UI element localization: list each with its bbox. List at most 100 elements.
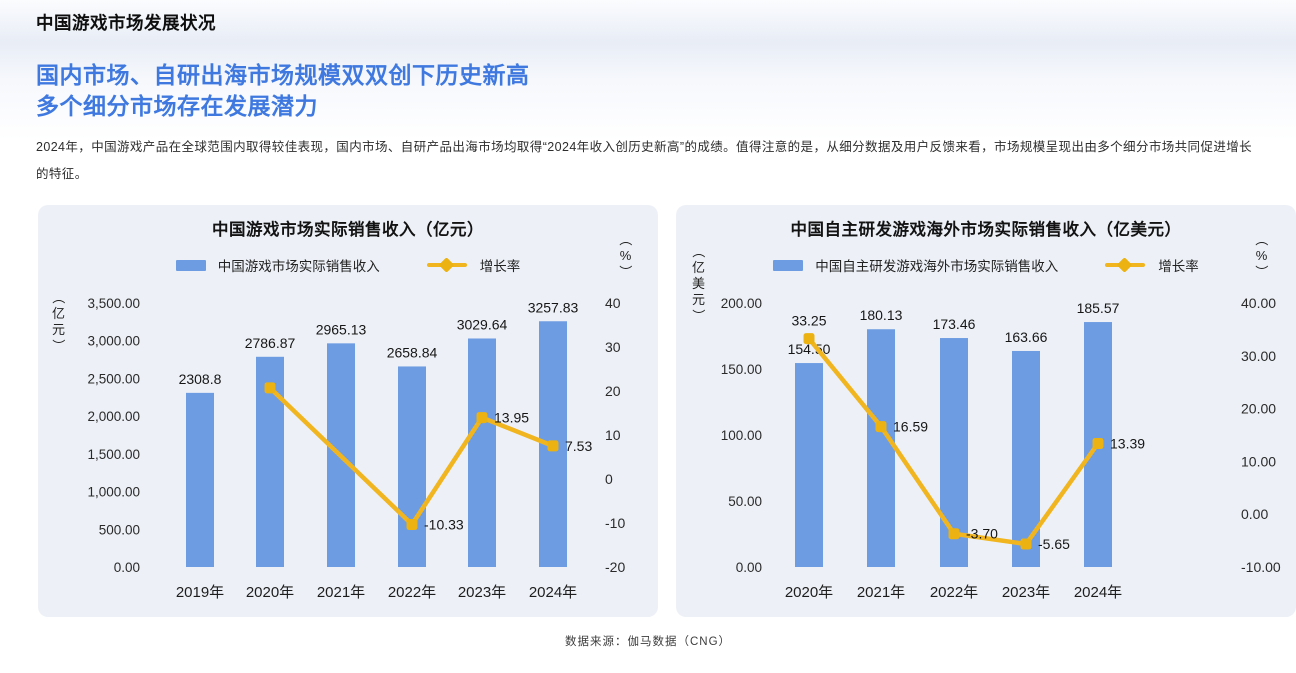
growth-marker-2023年 bbox=[476, 412, 488, 424]
line-legend-marker bbox=[426, 258, 467, 272]
bar-value-label: 3029.64 bbox=[457, 316, 508, 332]
subtitle-line-1: 国内市场、自研出海市场规模双双创下历史新高 bbox=[36, 62, 530, 88]
intro-paragraph: 2024年，中国游戏产品在全球范围内取得较佳表现，国内市场、自研产品出海市场均取… bbox=[36, 140, 1253, 181]
y-axis-tick-right: 40 bbox=[605, 295, 621, 311]
bar-2022年 bbox=[398, 366, 426, 567]
x-axis-label: 2020年 bbox=[246, 584, 294, 601]
left-axis-unit: （亿美元） bbox=[691, 245, 706, 322]
chart-legend: 中国游戏市场实际销售收入 增长率 bbox=[38, 255, 658, 275]
overseas-market-chart-panel: 中国自主研发游戏海外市场实际销售收入（亿美元） 中国自主研发游戏海外市场实际销售… bbox=[676, 205, 1296, 617]
growth-value-label: 33.25 bbox=[791, 313, 826, 329]
bar-value-label: 163.66 bbox=[1005, 329, 1048, 345]
bar-value-label: 185.57 bbox=[1077, 300, 1120, 316]
growth-value-label: -5.65 bbox=[1038, 536, 1070, 552]
y-axis-tick-left: 0.00 bbox=[736, 560, 762, 575]
right-axis-unit: （%） bbox=[1254, 233, 1269, 278]
bar-2019年 bbox=[186, 392, 214, 567]
y-axis-tick-left: 200.00 bbox=[721, 296, 762, 311]
y-axis-tick-left: 500.00 bbox=[99, 522, 140, 537]
y-axis-tick-left: 100.00 bbox=[721, 428, 762, 443]
y-axis-tick-left: 0.00 bbox=[114, 560, 140, 575]
y-axis-tick-left: 1,000.00 bbox=[87, 485, 140, 500]
y-axis-tick-right: 30 bbox=[605, 339, 621, 355]
growth-value-label: 13.95 bbox=[494, 410, 529, 426]
growth-marker-2022年 bbox=[406, 518, 418, 530]
bar-value-label: 180.13 bbox=[860, 307, 903, 323]
bar-2021年 bbox=[867, 329, 895, 567]
growth-marker-2023年 bbox=[1020, 538, 1032, 550]
axis-unit-char: 亿 bbox=[692, 260, 706, 275]
bar-2020年 bbox=[795, 363, 823, 567]
y-axis-tick-right: -20 bbox=[605, 559, 625, 575]
y-axis-tick-left: 2,000.00 bbox=[87, 409, 140, 424]
x-axis-label: 2022年 bbox=[930, 584, 978, 601]
bar-legend-swatch bbox=[175, 259, 206, 271]
y-axis-tick-left: 1,500.00 bbox=[87, 447, 140, 462]
x-axis-label: 2024年 bbox=[529, 584, 577, 601]
right-axis-unit: （%） bbox=[618, 233, 633, 278]
y-axis-tick-left: 3,000.00 bbox=[87, 334, 140, 349]
x-axis-label: 2021年 bbox=[857, 584, 905, 601]
bar-legend-label: 中国自主研发游戏海外市场实际销售收入 bbox=[815, 259, 1059, 274]
growth-value-label: 13.39 bbox=[1110, 436, 1145, 452]
x-axis-label: 2022年 bbox=[388, 584, 436, 601]
growth-value-label: -3.70 bbox=[966, 526, 998, 542]
bar-legend-label: 中国游戏市场实际销售收入 bbox=[217, 259, 380, 274]
axis-unit-char: % bbox=[619, 248, 632, 263]
growth-marker-2020年 bbox=[264, 382, 276, 394]
bar-value-label: 2658.84 bbox=[387, 344, 438, 360]
chart-title: 中国自主研发游戏海外市场实际销售收入（亿美元） bbox=[790, 221, 1182, 239]
chart-title: 中国游戏市场实际销售收入（亿元） bbox=[212, 221, 484, 239]
bar-value-label: 3257.83 bbox=[528, 299, 579, 315]
section-subtitle: 国内市场、自研出海市场规模双双创下历史新高 多个细分市场存在发展潜力 bbox=[36, 60, 530, 122]
data-source-note: 数据来源：伽马数据（CNG） bbox=[564, 636, 732, 648]
axis-unit-char: 元 bbox=[692, 292, 706, 307]
page-title: 中国游戏市场发展状况 bbox=[36, 13, 216, 33]
bar-value-label: 2786.87 bbox=[245, 335, 296, 351]
overseas-market-chart: 200.00 150.00 100.00 50.00 0.00 40.00 30.00 20.… bbox=[721, 295, 1281, 601]
domestic-market-chart-panel: 中国游戏市场实际销售收入（亿元） 中国游戏市场实际销售收入 增长率 （亿元） （… bbox=[38, 205, 658, 617]
y-axis-tick-left: 2,500.00 bbox=[87, 371, 140, 386]
y-axis-tick-right: -10 bbox=[605, 515, 625, 531]
growth-value-label: 7.53 bbox=[565, 438, 592, 454]
x-axis-label: 2019年 bbox=[176, 584, 224, 601]
line-legend-marker bbox=[1105, 258, 1146, 272]
bar-2023年 bbox=[468, 338, 496, 567]
domestic-market-chart: 3,500.00 3,000.00 2,500.00 2,000.00 1,500.00… bbox=[87, 295, 625, 601]
chart-legend: 中国自主研发游戏海外市场实际销售收入 增长率 bbox=[676, 255, 1296, 275]
growth-marker-2021年 bbox=[875, 421, 887, 433]
growth-value-label: -10.33 bbox=[424, 516, 464, 532]
y-axis-tick-right: 20.00 bbox=[1241, 401, 1276, 417]
y-axis-tick-right: -10.00 bbox=[1241, 559, 1281, 575]
line-legend-label: 增长率 bbox=[1158, 259, 1199, 274]
y-axis-tick-right: 0 bbox=[605, 471, 613, 487]
y-axis-tick-right: 40.00 bbox=[1241, 295, 1276, 311]
y-axis-tick-left: 50.00 bbox=[728, 494, 762, 509]
growth-rate-line bbox=[267, 385, 556, 527]
y-axis-tick-right: 30.00 bbox=[1241, 348, 1276, 364]
y-axis-tick-left: 3,500.00 bbox=[87, 296, 140, 311]
y-axis-tick-right: 20 bbox=[605, 383, 621, 399]
subtitle-line-2: 多个细分市场存在发展潜力 bbox=[36, 93, 318, 119]
x-axis-label: 2020年 bbox=[785, 584, 833, 601]
y-axis-tick-right: 0.00 bbox=[1241, 506, 1268, 522]
bar-legend-swatch bbox=[773, 259, 804, 271]
axis-unit-char: % bbox=[1255, 248, 1268, 263]
y-axis-tick-left: 150.00 bbox=[721, 362, 762, 377]
axis-unit-char: 亿 bbox=[52, 306, 66, 321]
growth-marker-2024年 bbox=[547, 440, 559, 452]
y-axis-tick-right: 10.00 bbox=[1241, 453, 1276, 469]
x-axis-label: 2023年 bbox=[1002, 584, 1050, 601]
x-axis-label: 2023年 bbox=[458, 584, 506, 601]
bar-value-label: 2308.8 bbox=[179, 371, 222, 387]
y-axis-tick-right: 10 bbox=[605, 427, 621, 443]
growth-marker-2020年 bbox=[803, 333, 815, 345]
bar-value-label: 173.46 bbox=[933, 316, 976, 332]
bar-2023年 bbox=[1012, 350, 1040, 567]
growth-marker-2022年 bbox=[948, 528, 960, 540]
axis-unit-char: 元 bbox=[52, 322, 66, 337]
left-axis-unit: （亿元） bbox=[51, 291, 66, 352]
growth-marker-2024年 bbox=[1092, 438, 1104, 450]
x-axis-label: 2021年 bbox=[317, 584, 365, 601]
bar-value-label: 2965.13 bbox=[316, 321, 367, 337]
